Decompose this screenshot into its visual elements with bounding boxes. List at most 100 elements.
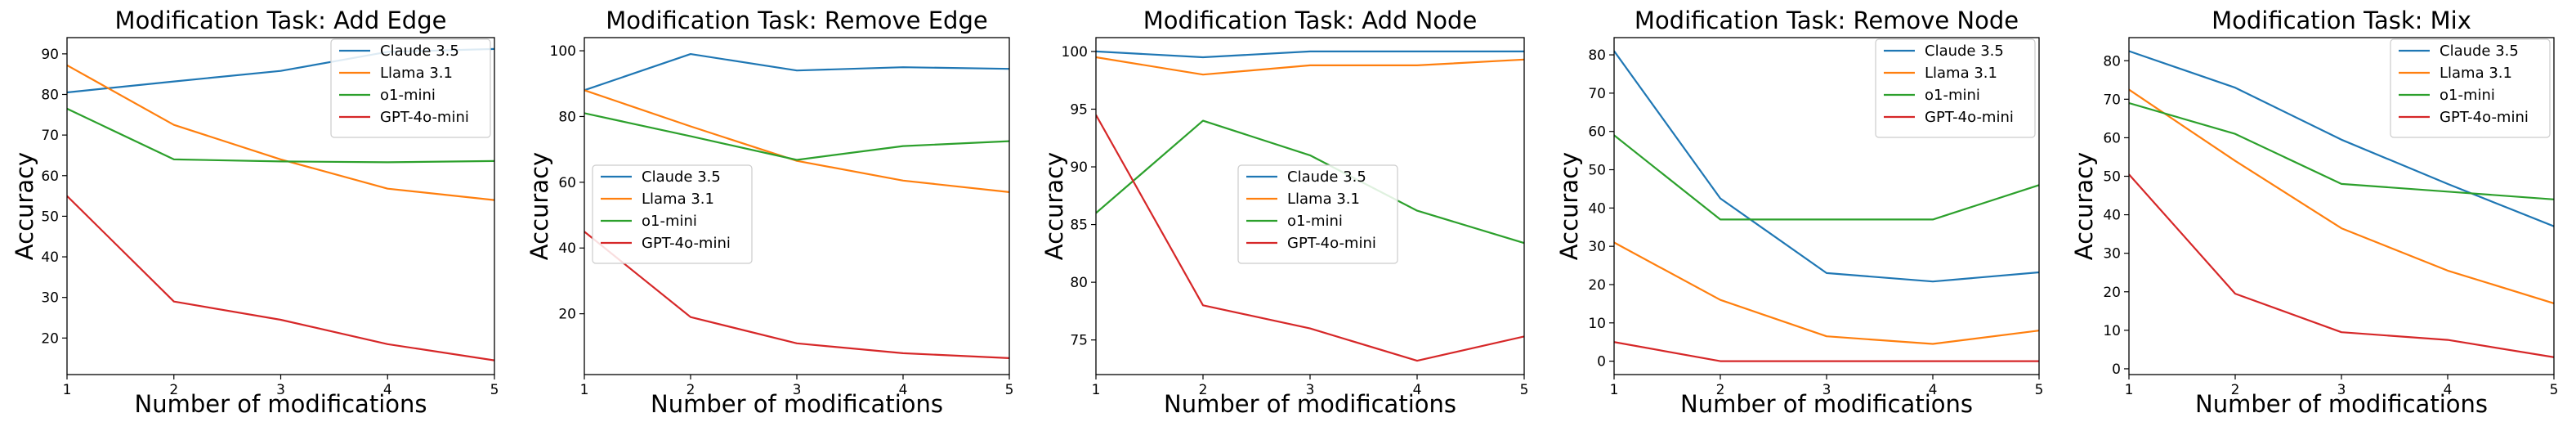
chart-panel-remove-node: Modification Task: Remove Node 1 2 3 4 5 0 10 20… (1545, 0, 2059, 437)
chart-3-xlabel: Number of modifications (1164, 390, 1456, 418)
chart-3-legend-box (1237, 164, 1398, 264)
chart-svg-add-node: Modification Task: Add Node 1 2 3 4 5 75 80 85 90… (1040, 7, 1529, 418)
chart-2-series-1-line (584, 52, 1009, 92)
chart-5-ytick-label-1: 0 (2112, 361, 2121, 378)
chart-4-series-2-line (1614, 241, 2039, 345)
chart-svg-add-edge: Modification Task: Add Edge 1 2 3 4 5 20 30 40 50… (11, 7, 499, 418)
chart-5-xtick-label-5: 5 (2550, 382, 2559, 398)
chart-2-ytick-label-2: 40 (558, 240, 576, 257)
chart-3-legend-label-2: Llama 3.1 (1287, 191, 1360, 208)
chart-2-legend-label-3: o1-mini (642, 213, 697, 230)
chart-4-legend-label-1: Claude 3.5 (1925, 43, 2004, 60)
chart-2-ytick-label-5: 100 (550, 43, 576, 60)
chart-4-xtick-label-2: 2 (1716, 382, 1725, 398)
chart-2-xtick-label-1: 1 (580, 382, 589, 398)
chart-3-ylabel: Accuracy (1040, 152, 1068, 260)
chart-4-legend-label-2: Llama 3.1 (1925, 65, 1997, 82)
chart-3-legend-label-1: Claude 3.5 (1287, 168, 1366, 186)
chart-3-xtick-label-5: 5 (1520, 382, 1529, 398)
chart-5-xtick-label-1: 1 (2125, 382, 2134, 398)
chart-4-ytick-label-4: 30 (1588, 239, 1606, 255)
chart-4-ytick-label-6: 50 (1588, 163, 1606, 179)
chart-3-series-2-line (1096, 56, 1524, 76)
chart-svg-remove-edge: Modification Task: Remove Edge 1 2 3 4 5 20 40 6… (525, 7, 1014, 418)
chart-2-ylabel: Accuracy (525, 152, 553, 260)
chart-2-xtick-label-4: 4 (899, 382, 908, 398)
chart-1-ytick-label-8: 90 (41, 47, 59, 63)
chart-1-legend-label-4: GPT-4o-mini (380, 109, 469, 126)
chart-1-title: Modification Task: Add Edge (115, 7, 447, 34)
chart-1-series-4-line (67, 195, 494, 361)
chart-3-ytick-label-4: 90 (1070, 159, 1088, 176)
chart-1-legend-label-1: Claude 3.5 (380, 43, 459, 60)
chart-3-ytick-label-1: 75 (1070, 333, 1088, 349)
chart-1-xtick-label-1: 1 (63, 382, 72, 398)
chart-4-xtick-label-4: 4 (1929, 382, 1938, 398)
chart-1-ytick-label-2: 30 (41, 290, 59, 307)
chart-3-series-3-line (1096, 119, 1524, 245)
chart-5-series-4-line (2129, 173, 2554, 358)
chart-panel-add-node: Modification Task: Add Node 1 2 3 4 5 75 80 85 90… (1030, 0, 1545, 437)
chart-1-ytick-label-3: 40 (41, 249, 59, 266)
chart-4-legend-box (1875, 38, 2036, 138)
chart-1-xtick-label-3: 3 (276, 382, 285, 398)
chart-5-ytick-label-5: 40 (2103, 208, 2121, 224)
chart-5-legend-label-2: Llama 3.1 (2440, 65, 2512, 82)
chart-4-ytick-label-9: 80 (1588, 47, 1606, 64)
chart-2-ytick-label-1: 20 (558, 307, 576, 323)
chart-1-ytick-label-6: 70 (41, 128, 59, 144)
chart-4-ytick-label-2: 10 (1588, 316, 1606, 332)
chart-4-xlabel: Number of modifications (1680, 390, 1973, 418)
chart-5-ytick-label-6: 50 (2103, 169, 2121, 186)
chart-5-ytick-label-3: 20 (2103, 285, 2121, 301)
chart-2-xtick-label-3: 3 (793, 382, 802, 398)
chart-5-ytick-label-7: 60 (2103, 130, 2121, 146)
chart-4-series-4-line (1614, 341, 2039, 362)
chart-1-ytick-label-4: 50 (41, 209, 59, 225)
chart-4-xtick-label-1: 1 (1610, 382, 1619, 398)
chart-2-xlabel: Number of modifications (651, 390, 943, 418)
chart-1-legend-label-3: o1-mini (380, 87, 436, 104)
chart-4-series-3-line (1614, 134, 2039, 221)
chart-4-xtick-label-5: 5 (2035, 382, 2044, 398)
chart-5-legend-box (2390, 38, 2551, 138)
chart-1-series-2-line (67, 64, 494, 201)
chart-5-ytick-label-8: 70 (2103, 92, 2121, 108)
chart-4-ytick-label-5: 40 (1588, 200, 1606, 217)
chart-2-legend-label-2: Llama 3.1 (642, 191, 714, 208)
chart-1-legend-label-2: Llama 3.1 (380, 65, 453, 82)
chart-5-xlabel: Number of modifications (2195, 390, 2488, 418)
chart-4-legend-label-3: o1-mini (1925, 87, 1980, 104)
chart-2-xtick-label-5: 5 (1005, 382, 1014, 398)
chart-5-legend-label-4: GPT-4o-mini (2440, 109, 2529, 126)
chart-2-xtick-label-2: 2 (686, 382, 695, 398)
chart-5-series-3-line (2129, 101, 2554, 200)
chart-3-legend-label-3: o1-mini (1287, 213, 1343, 230)
chart-2-legend-box (592, 164, 753, 264)
chart-4-ytick-label-8: 70 (1588, 86, 1606, 102)
chart-4-legend-label-4: GPT-4o-mini (1925, 109, 2014, 126)
chart-3-ytick-label-6: 100 (1062, 44, 1088, 61)
chart-5-series-1-line (2129, 50, 2554, 227)
chart-2-title: Modification Task: Remove Edge (606, 7, 987, 34)
chart-3-legend-label-4: GPT-4o-mini (1287, 235, 1376, 252)
chart-5-series-2-line (2129, 88, 2554, 304)
chart-2-series-2-line (584, 89, 1009, 193)
chart-5-ytick-label-4: 30 (2103, 246, 2121, 263)
chart-1-legend-box (330, 38, 491, 138)
chart-5-ytick-label-9: 80 (2103, 53, 2121, 70)
chart-4-ytick-label-3: 20 (1588, 277, 1606, 294)
chart-5-legend-label-1: Claude 3.5 (2440, 43, 2519, 60)
chart-1-xtick-label-5: 5 (490, 382, 499, 398)
chart-5-xtick-label-4: 4 (2444, 382, 2453, 398)
chart-3-series-4-line (1096, 114, 1524, 362)
chart-3-ytick-label-3: 85 (1070, 218, 1088, 234)
chart-3-xtick-label-1: 1 (1092, 382, 1101, 398)
chart-panel-add-edge: Modification Task: Add Edge 1 2 3 4 5 20 30 40 50… (0, 0, 515, 437)
chart-3-xtick-label-4: 4 (1413, 382, 1422, 398)
chart-5-xtick-label-3: 3 (2337, 382, 2346, 398)
chart-4-title: Modification Task: Remove Node (1635, 7, 2019, 34)
chart-2-ytick-label-4: 80 (558, 109, 576, 125)
